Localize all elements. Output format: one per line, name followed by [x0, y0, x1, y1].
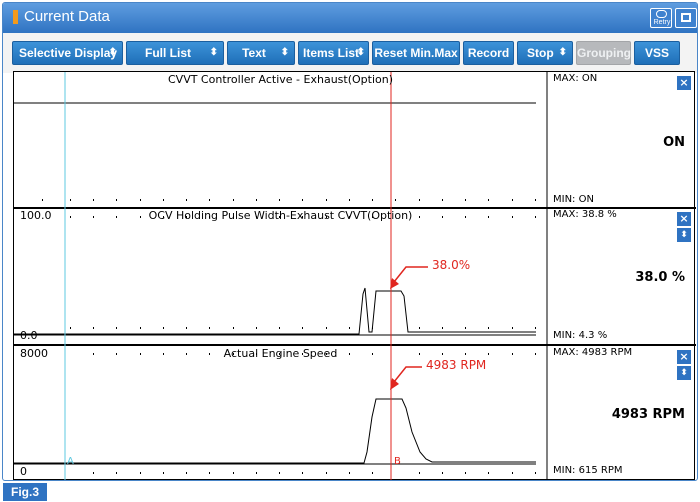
tick-row-3: [93, 353, 536, 474]
graph-canvas: [14, 72, 696, 480]
retry-label: Retry: [653, 19, 671, 26]
annotation-ocv: 38.0%: [432, 258, 471, 272]
selective-display-label: Selective Display: [19, 46, 118, 60]
toolbar: Selective Display ⬍ Full List ⬍ Text ⬍ I…: [3, 33, 697, 73]
current-value-ocv: 38.0 %: [635, 270, 685, 285]
updown-arrow-icon: ⬍: [558, 47, 567, 58]
retry-icon: [656, 10, 667, 18]
expand-channel-rpm-icon[interactable]: ⬍: [677, 366, 691, 380]
current-data-window: Current Data Retry Selective Display ⬍ F…: [2, 2, 698, 481]
vss-button[interactable]: VSS: [634, 41, 680, 65]
full-list-label: Full List: [145, 46, 191, 60]
axis-max-rpm: 8000: [20, 347, 48, 360]
axis-min-ocv: 0.0: [20, 329, 38, 342]
annotation-arrow-ocv: [393, 266, 428, 283]
record-button[interactable]: Record: [463, 41, 514, 65]
channel-title-ocv: OCV Holding Pulse Width-Exhaust CVVT(Opt…: [148, 209, 413, 222]
axis-max-ocv: 100.0: [20, 209, 52, 222]
retry-button[interactable]: Retry: [650, 8, 672, 28]
close-channel-rpm-icon[interactable]: ×: [677, 350, 691, 364]
maximize-button[interactable]: [675, 8, 697, 28]
items-list-label: Items List: [303, 46, 360, 60]
close-channel-ocv-icon[interactable]: ×: [677, 212, 691, 226]
selective-display-dropdown[interactable]: Selective Display ⬍: [12, 41, 123, 65]
tick-row-1: [42, 199, 536, 201]
record-label: Record: [467, 46, 510, 60]
current-value-cvvt: ON: [663, 135, 685, 150]
reset-min-max-button[interactable]: Reset Min.Max: [372, 41, 460, 65]
annotation-rpm: 4983 RPM: [426, 358, 487, 372]
stop-label: Stop: [527, 46, 554, 60]
max-value-cvvt: MAX: ON: [553, 73, 598, 84]
updown-arrow-icon: ⬍: [209, 47, 218, 58]
current-value-rpm: 4983 RPM: [611, 407, 685, 422]
figure-label: Fig.3: [3, 483, 47, 501]
min-value-ocv: MIN: 4.3 %: [553, 330, 608, 341]
min-value-cvvt: MIN: ON: [553, 194, 594, 205]
signal-trace-ocv: [14, 287, 536, 335]
reset-min-max-label: Reset Min.Max: [374, 46, 458, 60]
axis-min-rpm: 0: [20, 465, 27, 478]
annotation-arrow-rpm: [393, 366, 422, 383]
stop-dropdown[interactable]: Stop ⬍: [517, 41, 573, 65]
window-title: Current Data: [24, 8, 110, 25]
channel-title-rpm: Actual Engine Speed: [223, 347, 338, 360]
annotation-arrowhead-ocv: [390, 278, 399, 289]
full-list-dropdown[interactable]: Full List ⬍: [126, 41, 224, 65]
max-value-ocv: MAX: 38.8 %: [553, 209, 617, 220]
grouping-label: Grouping: [577, 46, 631, 60]
text-label: Text: [242, 46, 266, 60]
expand-channel-ocv-icon[interactable]: ⬍: [677, 228, 691, 242]
min-value-rpm: MIN: 615 RPM: [553, 465, 623, 476]
vss-label: VSS: [644, 46, 669, 60]
max-value-rpm: MAX: 4983 RPM: [553, 347, 633, 358]
updown-arrow-icon: ⬍: [108, 47, 117, 58]
annotation-arrowhead-rpm: [390, 378, 399, 390]
cursor-a-label: A: [67, 456, 74, 467]
signal-trace-rpm: [14, 398, 536, 464]
graph-area: CVVT Controller Active - Exhaust(Option)…: [13, 71, 696, 480]
title-marker-icon: [13, 10, 18, 24]
updown-arrow-icon: ⬍: [356, 47, 365, 58]
maximize-icon: [681, 13, 691, 22]
grouping-button[interactable]: Grouping: [576, 41, 631, 65]
items-list-dropdown[interactable]: Items List ⬍: [298, 41, 369, 65]
cursor-b-label: B: [394, 456, 401, 467]
tick-row-2: [70, 216, 536, 329]
updown-arrow-icon: ⬍: [280, 47, 289, 58]
title-bar: Current Data Retry: [3, 3, 697, 33]
text-dropdown[interactable]: Text ⬍: [227, 41, 295, 65]
close-channel-cvvt-icon[interactable]: ×: [677, 76, 691, 90]
channel-title-cvvt: CVVT Controller Active - Exhaust(Option): [167, 73, 394, 86]
